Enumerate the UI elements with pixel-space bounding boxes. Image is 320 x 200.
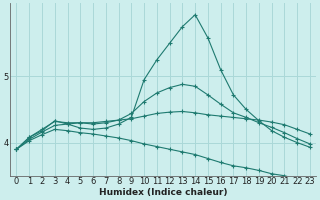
X-axis label: Humidex (Indice chaleur): Humidex (Indice chaleur) (99, 188, 228, 197)
